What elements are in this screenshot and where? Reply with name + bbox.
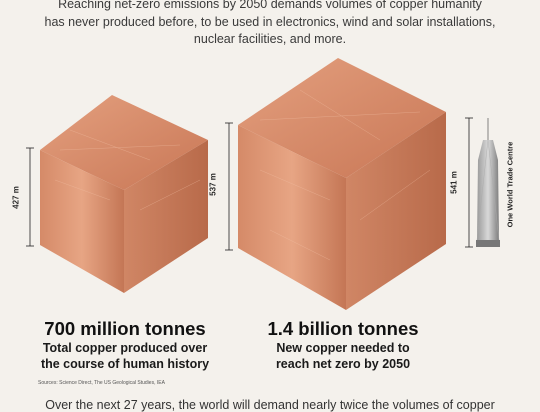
stat-small-desc-2: the course of human history: [40, 357, 210, 371]
cube-small-side: [124, 140, 208, 293]
sources-note: Sources: Science Direct, The US Geologic…: [38, 380, 165, 386]
outro-text: Over the next 27 years, the world will d…: [45, 398, 495, 412]
cube-large-dimension: [225, 122, 233, 251]
tower-name-label: One World Trade Centre: [505, 141, 515, 228]
tower-height-label: 541 m: [449, 171, 459, 194]
stat-small: 700 million tonnes Total copper produced…: [20, 318, 230, 372]
cube-small-front: [40, 150, 124, 293]
intro-line-2: has never produced before, to be used in…: [44, 14, 496, 29]
cube-small-top: [40, 95, 208, 190]
stat-large-desc-2: reach net zero by 2050: [275, 357, 411, 371]
stat-large: 1.4 billion tonnes New copper needed to …: [238, 318, 448, 372]
copper-cube-large: [238, 58, 446, 310]
cube-large-front: [238, 125, 346, 310]
cube-large-side: [346, 112, 446, 310]
tower-dimension: [465, 117, 473, 248]
cube-small-dimension: [26, 147, 34, 247]
stat-large-amount: 1.4 billion tonnes: [267, 318, 419, 339]
intro-line-3: nuclear facilities, and more.: [193, 32, 347, 46]
stat-small-desc-1: Total copper produced over: [42, 341, 208, 355]
tower-illustration: [476, 118, 500, 247]
cube-large-height-label: 537 m: [208, 173, 218, 196]
intro-text: Reaching net-zero emissions by 2050 dema…: [0, 0, 540, 49]
stat-small-amount: 700 million tonnes: [44, 318, 206, 339]
cube-small-height-label: 427 m: [11, 186, 21, 209]
copper-cube-small: [40, 95, 208, 293]
stat-large-desc-1: New copper needed to: [276, 341, 410, 355]
intro-line-1: Reaching net-zero emissions by 2050 dema…: [58, 0, 482, 11]
cube-large-top: [238, 58, 446, 178]
